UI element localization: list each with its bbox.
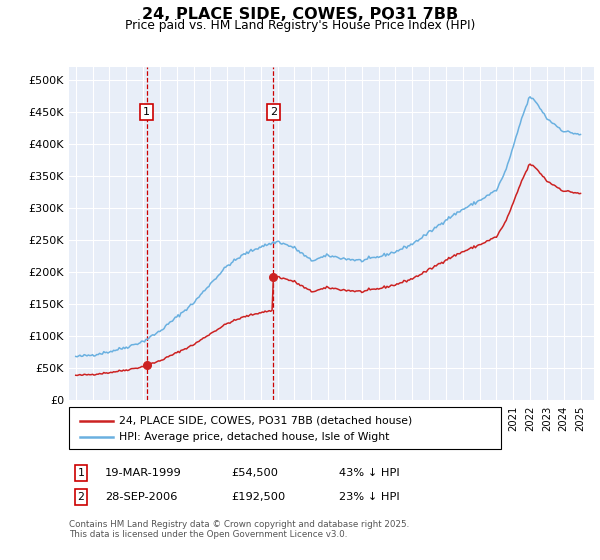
Text: 23% ↓ HPI: 23% ↓ HPI (339, 492, 400, 502)
Text: 1: 1 (77, 468, 85, 478)
Text: HPI: Average price, detached house, Isle of Wight: HPI: Average price, detached house, Isle… (119, 432, 389, 442)
Text: £54,500: £54,500 (231, 468, 278, 478)
Text: £192,500: £192,500 (231, 492, 285, 502)
Text: Price paid vs. HM Land Registry's House Price Index (HPI): Price paid vs. HM Land Registry's House … (125, 19, 475, 32)
Text: 24, PLACE SIDE, COWES, PO31 7BB (detached house): 24, PLACE SIDE, COWES, PO31 7BB (detache… (119, 416, 412, 426)
Text: 2: 2 (270, 107, 277, 117)
Text: 43% ↓ HPI: 43% ↓ HPI (339, 468, 400, 478)
Text: 24, PLACE SIDE, COWES, PO31 7BB: 24, PLACE SIDE, COWES, PO31 7BB (142, 7, 458, 22)
Text: 28-SEP-2006: 28-SEP-2006 (105, 492, 178, 502)
Text: 2: 2 (77, 492, 85, 502)
Text: 19-MAR-1999: 19-MAR-1999 (105, 468, 182, 478)
Text: Contains HM Land Registry data © Crown copyright and database right 2025.
This d: Contains HM Land Registry data © Crown c… (69, 520, 409, 539)
Text: 1: 1 (143, 107, 150, 117)
